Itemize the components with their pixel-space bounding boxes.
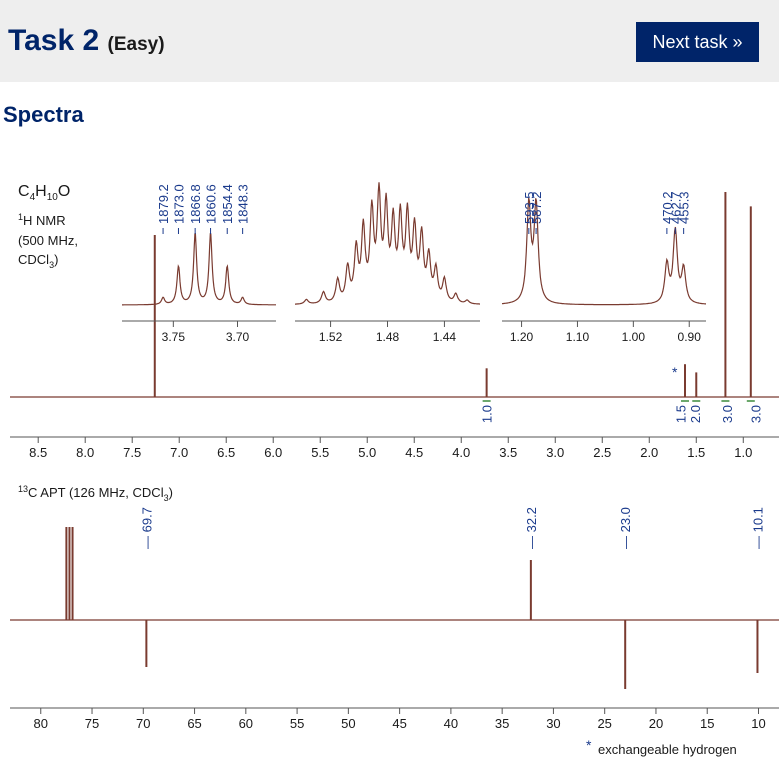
carbon-tick-label: 30	[546, 716, 560, 731]
inset-peak-label: 1879.2	[156, 184, 171, 224]
task-header: Task 2 (Easy) Next task »	[0, 0, 779, 82]
carbon-tick-label: 40	[444, 716, 458, 731]
inset-peak-label: 1848.3	[236, 184, 251, 224]
carbon-peak-label: — 10.1	[750, 507, 765, 549]
proton-tick-label: 2.0	[640, 445, 658, 460]
carbon-tick-label: 15	[700, 716, 714, 731]
carbon-peak-label: — 69.7	[139, 507, 154, 549]
carbon-spectrum: — 69.7 — 32.2 — 23.0 — 10.1 80 75 70 65 60 55 50 45…	[10, 507, 779, 731]
inset-peak-label: 587.2	[529, 191, 544, 224]
proton-tick-label: 4.5	[405, 445, 423, 460]
inset-trace	[295, 182, 480, 305]
proton-tick-label: 6.0	[264, 445, 282, 460]
proton-tick-label: 4.0	[452, 445, 470, 460]
carbon-peak-label: — 32.2	[524, 507, 539, 549]
integral-label: 3.0	[748, 405, 763, 423]
difficulty-label: (Easy)	[107, 34, 165, 55]
carbon-tick-label: 10	[751, 716, 765, 731]
inset-tick-label: 1.48	[376, 330, 400, 344]
carbon-tick-label: 50	[341, 716, 355, 731]
carbon-tick-label: 55	[290, 716, 304, 731]
proton-tick-label: 1.5	[687, 445, 705, 460]
carbon-tick-label: 20	[649, 716, 663, 731]
inset-tick-label: 1.00	[622, 330, 646, 344]
carbon-tick-label: 65	[187, 716, 201, 731]
footnote-marker: *	[586, 737, 592, 753]
proton-tick-label: 1.0	[734, 445, 752, 460]
inset-tick-label: 1.10	[566, 330, 590, 344]
carbon-tick-label: 75	[85, 716, 99, 731]
proton-inset: 1.52 1.48 1.44	[295, 182, 480, 344]
inset-trace	[501, 197, 706, 306]
proton-tick-label: 8.0	[76, 445, 94, 460]
inset-tick-label: 0.90	[678, 330, 702, 344]
proton-inset: 3.75 3.70 1879.2 1873.0 1866.8 1860.6 1854.4 18…	[122, 184, 276, 344]
formula-label: C4H10O	[18, 183, 70, 203]
proton-tick-label: 7.5	[123, 445, 141, 460]
inset-trace	[122, 233, 276, 306]
integral-label: 1.0	[480, 405, 495, 423]
footnote-text: exchangeable hydrogen	[598, 742, 737, 757]
proton-spectrum: *1.0 1.5 2.0 3.0 3.08.5 8.0 7.5 7.0 6.5 6.0 5.5 5.0…	[10, 192, 779, 460]
inset-peak-label: 470.2	[660, 191, 675, 224]
carbon-tick-label: 60	[239, 716, 253, 731]
inset-peak-label: 462.7	[668, 191, 683, 224]
integral-label: 3.0	[720, 405, 735, 423]
inset-peak-label: 455.3	[677, 191, 692, 224]
proton-tick-label: 5.5	[311, 445, 329, 460]
proton-tick-label: 6.5	[217, 445, 235, 460]
nucleus-label: 1H NMR	[18, 212, 66, 228]
carbon-tick-label: 35	[495, 716, 509, 731]
carbon-tick-label: 25	[597, 716, 611, 731]
inset-tick-label: 3.75	[162, 330, 186, 344]
solvent-label: CDCl3)	[18, 252, 58, 270]
integral-label: 1.5	[673, 405, 688, 423]
inset-peak-label: 1860.6	[204, 184, 219, 224]
exchangeable-marker: *	[672, 364, 678, 380]
instrument-label: (500 MHz,	[18, 233, 78, 248]
next-task-button[interactable]: Next task »	[636, 22, 759, 62]
section-title: Spectra	[3, 102, 84, 127]
proton-tick-label: 2.5	[593, 445, 611, 460]
proton-tick-label: 8.5	[29, 445, 47, 460]
inset-tick-label: 1.20	[510, 330, 534, 344]
carbon-tick-label: 70	[136, 716, 150, 731]
carbon-tick-label: 80	[34, 716, 48, 731]
inset-peak-label: 1866.8	[188, 184, 203, 224]
carbon-tick-label: 45	[392, 716, 406, 731]
inset-peak-label: 1854.4	[220, 184, 235, 224]
proton-tick-label: 3.0	[546, 445, 564, 460]
carbon-peak-label: — 23.0	[618, 507, 633, 549]
task-title: Task 2 (Easy)	[8, 22, 165, 64]
proton-tick-label: 3.5	[499, 445, 517, 460]
inset-tick-label: 1.52	[319, 330, 343, 344]
proton-tick-label: 5.0	[358, 445, 376, 460]
carbon-spectrum-label: 13C APT (126 MHz, CDCl3)	[18, 484, 173, 503]
inset-peak-label: 1873.0	[171, 184, 186, 224]
task-title-text: Task 2	[8, 24, 100, 57]
integral-label: 2.0	[688, 405, 703, 423]
inset-tick-label: 1.44	[433, 330, 457, 344]
inset-peak-label: 593.5	[522, 191, 537, 224]
proton-tick-label: 7.0	[170, 445, 188, 460]
inset-tick-label: 3.70	[226, 330, 250, 344]
proton-insets: 3.75 3.70 1879.2 1873.0 1866.8 1860.6 1854.4 18…	[122, 182, 706, 344]
